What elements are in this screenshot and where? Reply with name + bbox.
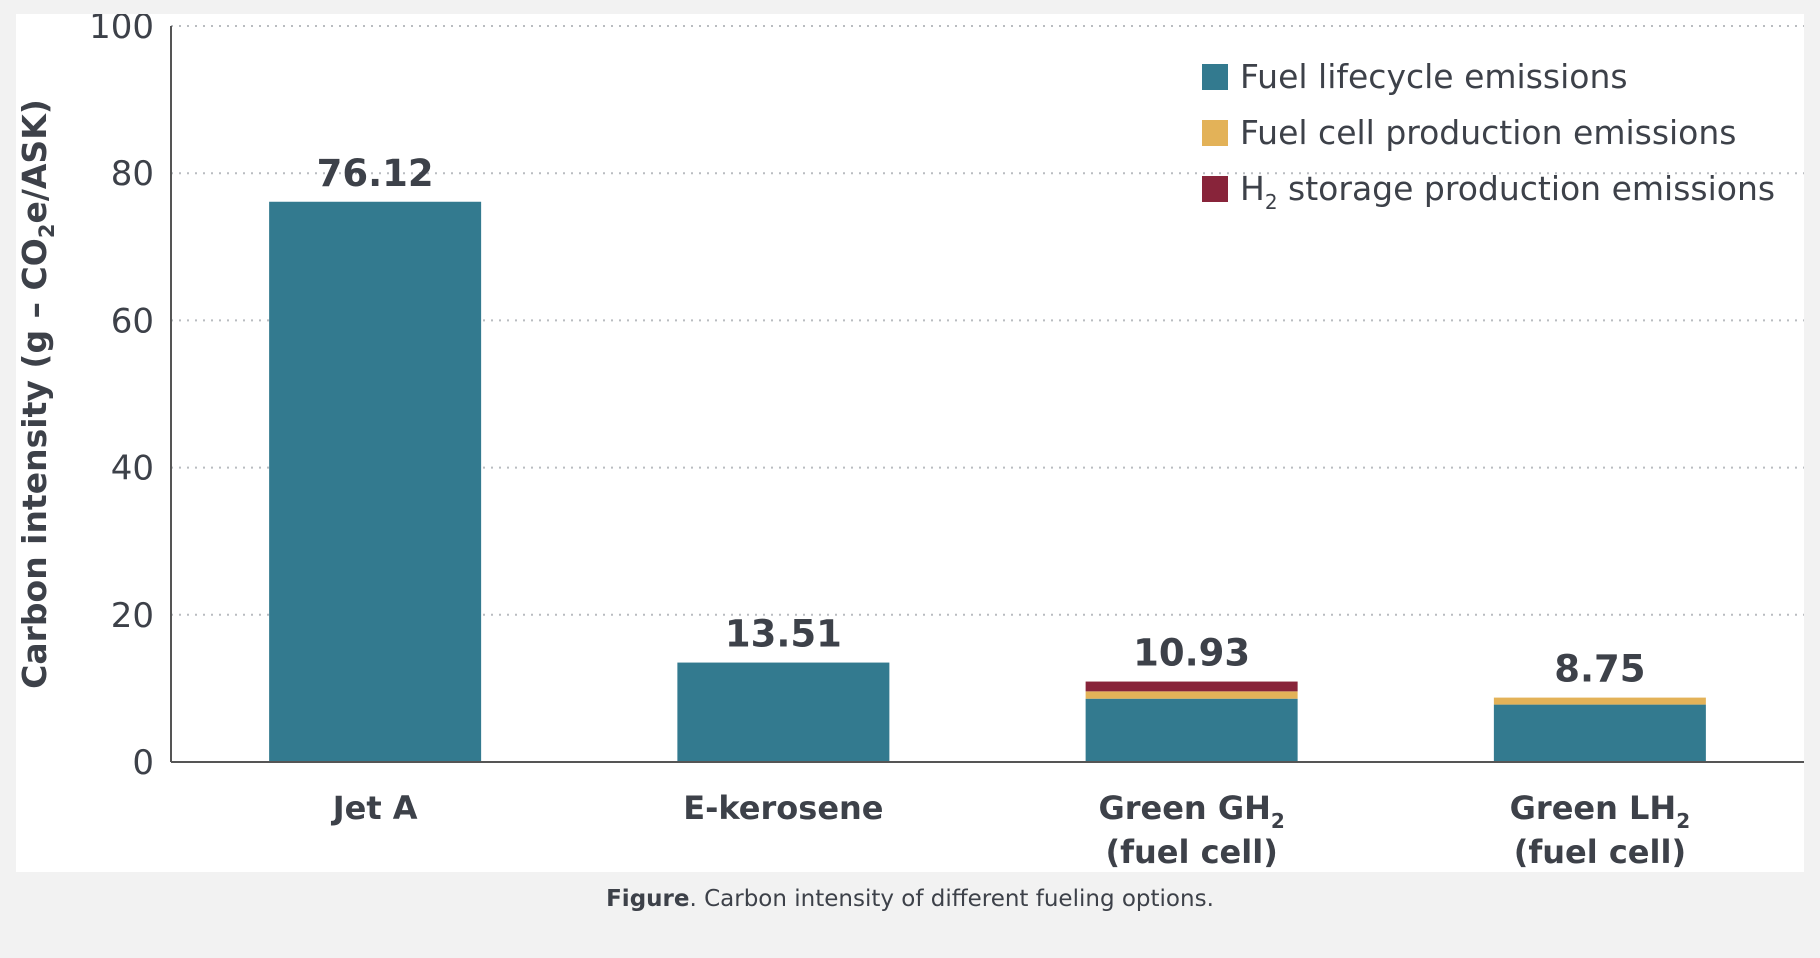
y-axis-label: Carbon intensity (g – CO2e/ASK) [16,99,59,689]
bar-total-label: 76.12 [317,152,434,195]
x-category-label: Green GH2 [1098,789,1284,833]
legend: Fuel lifecycle emissions Fuel cell produc… [1202,57,1775,214]
x-category-label-line2: (fuel cell) [1514,833,1686,871]
y-tick-label: 80 [111,154,154,194]
caption-text: . Carbon intensity of different fueling … [689,886,1214,912]
figure-caption: Figure. Carbon intensity of different fu… [0,886,1820,912]
data-labels: 76.12 13.51 10.93 8.75 [317,152,1646,691]
bar-total-label: 10.93 [1133,632,1250,675]
legend-swatch [1202,176,1228,202]
bar-total-label: 13.51 [725,613,842,656]
x-category-label: Green LH2 [1510,789,1690,833]
x-category-label: E-kerosene [683,789,883,827]
y-tick-label: 100 [89,14,154,47]
y-tick-label: 20 [111,596,154,636]
bar-segment [1085,698,1298,762]
x-category-label: Jet A [331,789,418,827]
bar-segment [1493,704,1706,762]
legend-label: Fuel cell production emissions [1240,113,1736,152]
bars [269,201,1706,762]
y-tick-label: 40 [111,449,154,489]
legend-swatch [1202,120,1228,146]
bar-segment [1085,681,1298,692]
y-tick-label: 0 [132,743,154,783]
caption-label: Figure [606,886,690,912]
bar-segment [269,201,482,762]
bar-segment [1493,697,1706,705]
bar-chart: 0 20 40 60 80 100 Carbon intensity (g – CO2e/A… [16,14,1804,871]
legend-label: H2 storage production emissions [1240,169,1775,214]
chart-panel: 0 20 40 60 80 100 Carbon intensity (g – CO2e/A… [16,14,1804,872]
y-tick-label: 60 [111,301,154,341]
x-category-label-line2: (fuel cell) [1105,833,1277,871]
bar-segment [1085,691,1298,699]
axes: 0 20 40 60 80 100 Carbon intensity (g – CO2e/A… [16,14,1804,871]
legend-swatch [1202,64,1228,90]
bar-segment [677,662,890,762]
legend-label: Fuel lifecycle emissions [1240,57,1628,96]
bar-total-label: 8.75 [1554,648,1645,691]
